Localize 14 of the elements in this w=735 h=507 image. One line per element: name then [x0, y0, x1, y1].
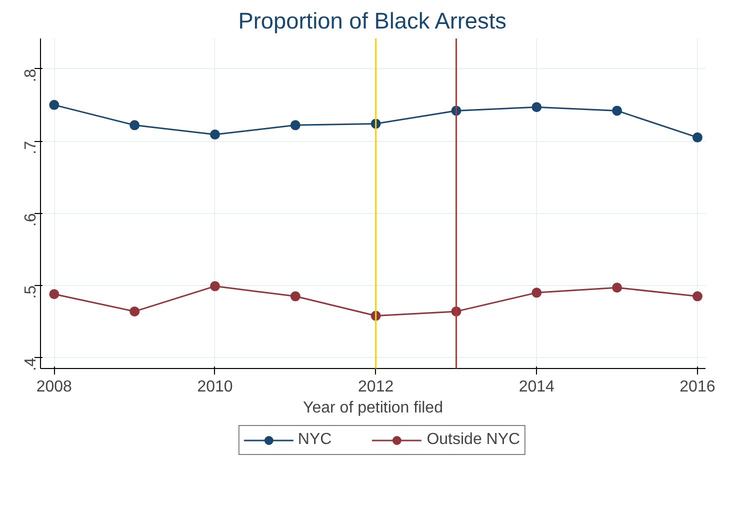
x-tick-label: 2010: [197, 378, 233, 396]
x-tick-label: 2012: [358, 378, 394, 396]
legend-label: Outside NYC: [426, 431, 520, 449]
y-tick-label: .7: [22, 140, 40, 154]
y-tick-label: .6: [22, 213, 40, 227]
y-tick-label: .5: [22, 285, 40, 299]
x-tick-label: 2008: [36, 378, 72, 396]
chart-title: Proportion of Black Arrests: [238, 8, 506, 34]
y-tick-label: .8: [22, 68, 40, 82]
x-tick-label: 2014: [518, 378, 555, 396]
legend-label: NYC: [298, 431, 332, 449]
y-tick-label: .4: [22, 358, 40, 372]
x-tick-label: 2016: [680, 378, 716, 396]
x-axis-title: Year of petition filed: [303, 400, 443, 416]
